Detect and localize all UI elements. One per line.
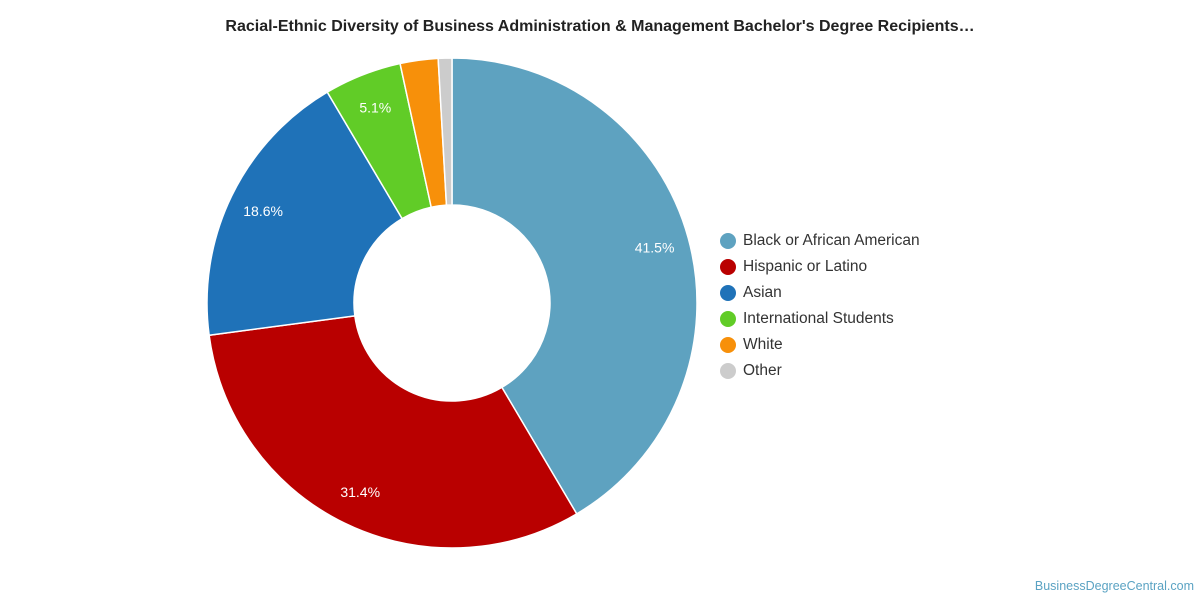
data-labels: 41.5% 31.4% 18.6% 5.1%: [243, 100, 674, 500]
legend-item-black-or-african-american[interactable]: Black or African American: [720, 228, 920, 254]
legend-label: Hispanic or Latino: [743, 258, 868, 275]
legend-label: Asian: [743, 284, 782, 301]
legend-label: White: [743, 336, 783, 353]
data-label-asian: 18.6%: [243, 203, 283, 219]
data-label-black-or-african-american: 41.5%: [635, 240, 675, 256]
legend-item-international-students[interactable]: International Students: [720, 306, 920, 332]
watermark: BusinessDegreeCentral.com: [1034, 579, 1194, 593]
legend-swatch: [720, 337, 736, 353]
legend-item-white[interactable]: White: [720, 332, 920, 358]
legend-item-other[interactable]: Other: [720, 358, 920, 384]
legend-label: International Students: [743, 310, 894, 327]
legend-swatch: [720, 311, 736, 327]
chart-title: Racial-Ethnic Diversity of Business Admi…: [225, 18, 975, 35]
legend-label: Other: [743, 362, 782, 379]
legend-item-asian[interactable]: Asian: [720, 280, 920, 306]
legend-swatch: [720, 285, 736, 301]
legend-swatch: [720, 363, 736, 379]
legend-item-hispanic-or-latino[interactable]: Hispanic or Latino: [720, 254, 920, 280]
legend-swatch: [720, 259, 736, 275]
data-label-international-students: 5.1%: [359, 100, 391, 116]
slice-asian[interactable]: [206, 91, 404, 337]
legend-label: Black or African American: [743, 232, 920, 249]
slice-black-or-african-american[interactable]: [451, 57, 698, 515]
slice-other[interactable]: [437, 57, 453, 206]
data-label-hispanic-or-latino: 31.4%: [340, 484, 380, 500]
slice-hispanic-or-latino[interactable]: [208, 315, 578, 549]
legend: Black or African American Hispanic or Lat…: [720, 228, 920, 384]
slices: [206, 57, 698, 549]
legend-swatch: [720, 233, 736, 249]
